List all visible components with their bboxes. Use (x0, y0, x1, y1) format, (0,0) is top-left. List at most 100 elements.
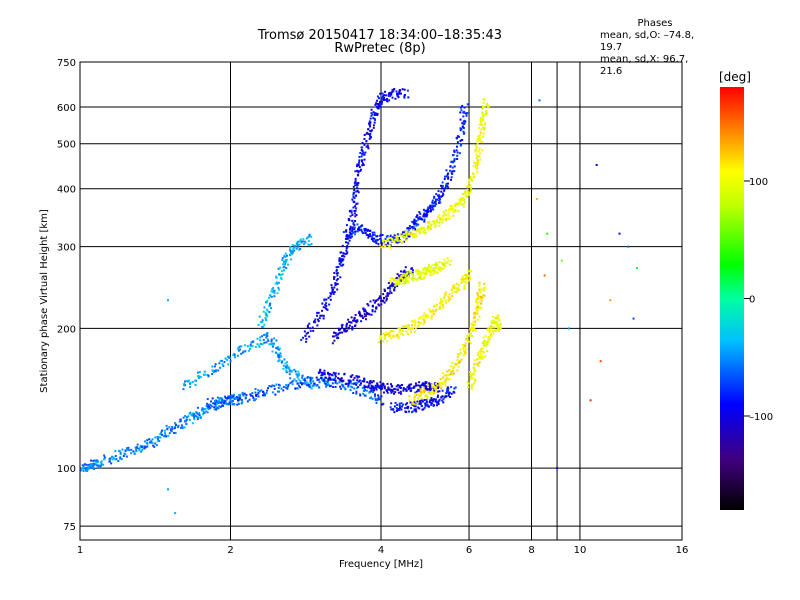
trace-point (382, 383, 385, 386)
trace-point (305, 340, 308, 343)
trace-point (422, 382, 425, 385)
trace-point (366, 234, 369, 237)
trace-point (388, 331, 391, 334)
trace-point (456, 288, 459, 291)
trace-point (376, 112, 379, 115)
trace-point (422, 408, 425, 411)
trace-point (291, 383, 294, 386)
trace-point (354, 215, 357, 218)
trace-point (306, 236, 309, 239)
trace-point (218, 405, 221, 408)
trace-point (226, 402, 229, 405)
trace-point (387, 332, 390, 335)
trace-point (302, 243, 305, 246)
trace-point (408, 324, 411, 327)
trace-point (379, 384, 382, 387)
trace-point (296, 382, 299, 385)
trace-point (194, 379, 197, 382)
trace-point (382, 293, 385, 296)
trace-point (374, 113, 377, 116)
trace-point (456, 353, 459, 356)
trace-point (407, 227, 410, 230)
trace-point (333, 291, 336, 294)
trace-point (451, 172, 454, 175)
trace-point (399, 89, 402, 92)
trace-point (95, 461, 98, 464)
trace-point (467, 274, 470, 277)
trace-point (370, 237, 373, 240)
trace-point (467, 184, 470, 187)
trace-point (167, 434, 170, 437)
trace-point (418, 211, 421, 214)
trace-point (475, 299, 478, 302)
trace-point (333, 335, 336, 338)
trace-point (256, 343, 259, 346)
trace-point (430, 209, 433, 212)
trace-point (114, 458, 117, 461)
trace-point (358, 155, 361, 158)
trace-point (274, 393, 277, 396)
trace-point (221, 401, 224, 404)
trace-point (314, 318, 317, 321)
trace-point (445, 219, 448, 222)
trace-point (474, 162, 477, 165)
trace-point (220, 397, 223, 400)
trace-point (342, 385, 345, 388)
trace-point (413, 395, 416, 398)
trace-point (479, 291, 482, 294)
trace-point (455, 149, 458, 152)
trace-point (92, 467, 95, 470)
trace-point (466, 186, 469, 189)
trace-point (472, 173, 475, 176)
trace-point (276, 390, 279, 393)
trace-point (271, 350, 274, 353)
trace-point (317, 311, 320, 314)
trace-point (334, 385, 337, 388)
trace-point (381, 242, 384, 245)
trace-point (391, 334, 394, 337)
trace-point (479, 152, 482, 155)
trace-point (428, 265, 431, 268)
trace-point (348, 209, 351, 212)
trace-point (359, 382, 362, 385)
trace-point (279, 352, 282, 355)
trace-point (399, 239, 402, 242)
trace-point (313, 320, 316, 323)
trace-point (353, 376, 356, 379)
trace-point (463, 106, 466, 109)
trace-point (407, 333, 410, 336)
trace-point (432, 309, 435, 312)
trace-point (312, 329, 315, 332)
trace-point (398, 408, 401, 411)
trace-point (433, 220, 436, 223)
trace-point (345, 324, 348, 327)
trace-point (378, 295, 381, 298)
trace-point (146, 439, 149, 442)
trace-point (299, 247, 302, 250)
trace-point (361, 380, 364, 383)
trace-point (442, 267, 445, 270)
trace-point (413, 401, 416, 404)
trace-point (462, 202, 465, 205)
trace-point (405, 411, 408, 414)
trace-point (234, 355, 237, 358)
trace-point (453, 165, 456, 168)
trace-point (465, 348, 468, 351)
trace-point (85, 469, 88, 472)
trace-point (476, 159, 479, 162)
trace-point (424, 270, 427, 273)
trace-point (481, 149, 484, 152)
trace-point (396, 94, 399, 97)
trace-point (396, 384, 399, 387)
trace-point (389, 92, 392, 95)
trace-point (219, 397, 222, 400)
trace-point (382, 332, 385, 335)
trace-point (349, 234, 352, 237)
trace-point (476, 155, 479, 158)
trace-point (488, 330, 491, 333)
trace-point (366, 303, 369, 306)
trace-point (412, 320, 415, 323)
trace-point (389, 281, 392, 284)
trace-point (266, 334, 269, 337)
trace-point (211, 372, 214, 375)
